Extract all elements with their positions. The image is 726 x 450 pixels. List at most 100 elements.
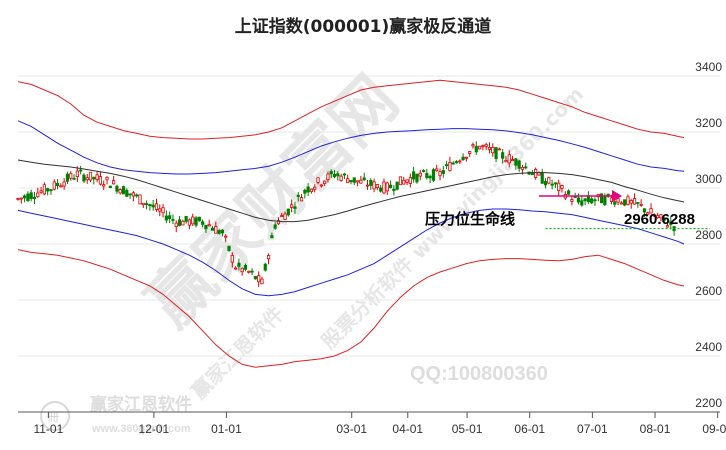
- candle-body: [29, 192, 33, 199]
- candle-body: [217, 230, 221, 234]
- channel-line-2: [17, 159, 685, 223]
- candle-body: [62, 181, 66, 187]
- candle-body: [16, 198, 20, 200]
- candle-body: [319, 184, 323, 187]
- candle-body: [290, 204, 294, 208]
- candle-body: [514, 158, 518, 166]
- candle-body: [576, 197, 581, 203]
- candle-body: [445, 164, 449, 167]
- candle-body: [504, 160, 508, 163]
- candle-body: [336, 173, 340, 177]
- candle-body: [332, 173, 337, 178]
- candle-body: [619, 202, 623, 205]
- candle-body: [82, 174, 86, 182]
- candle-body: [632, 198, 637, 205]
- candle-body: [454, 161, 459, 164]
- candle-body: [42, 184, 46, 195]
- candle-body: [669, 221, 673, 225]
- candle-body: [646, 212, 650, 215]
- grid: [18, 75, 720, 413]
- candle-body: [477, 145, 482, 150]
- candle-body: [510, 159, 515, 162]
- candle-body: [369, 179, 373, 186]
- candle-body: [428, 175, 432, 179]
- candle-body: [230, 255, 234, 263]
- candle-body: [125, 189, 129, 197]
- candle-body: [108, 185, 112, 188]
- candle-body: [95, 174, 99, 180]
- candle-body: [102, 184, 106, 187]
- candle-body: [662, 217, 666, 221]
- candle-body: [346, 178, 350, 184]
- candle-body: [349, 179, 353, 183]
- channel-line-0: [17, 79, 685, 140]
- candle-body: [280, 215, 284, 217]
- candle-body: [494, 147, 498, 159]
- y-tick-label: 2600: [695, 284, 722, 298]
- candle-body: [46, 188, 50, 192]
- candle-body: [164, 215, 168, 221]
- candle-body: [293, 206, 297, 209]
- candle-body: [79, 169, 83, 172]
- annotation-label: 压力位生命线: [425, 210, 515, 228]
- candle-body: [418, 172, 422, 177]
- x-tick-label: 01-01: [211, 422, 242, 436]
- channel-line-4: [17, 249, 685, 368]
- candle-body: [286, 208, 290, 216]
- candle-body: [141, 202, 145, 205]
- candle-body: [171, 219, 175, 221]
- candle-body: [306, 186, 310, 193]
- candle-body: [197, 216, 201, 222]
- candle-body: [652, 214, 656, 217]
- candle-body: [649, 208, 653, 214]
- candle-body: [468, 151, 472, 154]
- candle-body: [131, 192, 135, 197]
- candle-body: [257, 275, 261, 283]
- candle-body: [570, 199, 574, 202]
- candle-body: [375, 184, 379, 189]
- candle-body: [441, 170, 445, 174]
- candle-body: [118, 189, 122, 194]
- x-tick-label: 06-01: [514, 422, 545, 436]
- candle-body: [550, 183, 554, 186]
- candle-body: [355, 180, 360, 183]
- candle-body: [382, 181, 386, 194]
- x-tick-label: 05-01: [452, 422, 483, 436]
- logo: 冊 赢家江恩软件 www.360gann.com: [40, 394, 192, 435]
- candle-body: [593, 199, 597, 202]
- x-tick-label: 07-01: [577, 422, 608, 436]
- candle-body: [388, 184, 393, 189]
- candle-body: [263, 263, 267, 271]
- channel-lines: [17, 79, 710, 368]
- candle-body: [234, 267, 238, 270]
- candle-body: [303, 189, 307, 194]
- candle-body: [214, 226, 218, 234]
- candle-body: [626, 196, 630, 205]
- y-tick-label: 3400: [695, 60, 722, 74]
- candle-body: [415, 173, 419, 183]
- candle-body: [451, 162, 455, 165]
- candle-body: [247, 270, 251, 273]
- candle-body: [191, 216, 195, 225]
- y-axis: 2200 2400 2600 2800 3000 3200 3400: [695, 60, 722, 410]
- x-tick-label: 09-01: [702, 422, 726, 436]
- candle-body: [642, 208, 647, 213]
- candle-body: [458, 160, 462, 163]
- candle-body: [580, 200, 584, 206]
- annotation-value: 2960.6288: [624, 211, 695, 228]
- candle-body: [547, 177, 551, 184]
- candle-body: [201, 221, 205, 225]
- y-tick-label: 3000: [695, 172, 722, 186]
- candle-body: [49, 189, 53, 192]
- candle-body: [174, 222, 178, 228]
- candle-body: [210, 227, 215, 231]
- candle-body: [639, 204, 643, 206]
- resistance-arrow-head: [612, 190, 622, 203]
- candle-body: [372, 181, 376, 190]
- candle-body: [385, 182, 389, 192]
- candle-body: [266, 255, 271, 260]
- candle-body: [323, 180, 327, 184]
- candle-body: [395, 181, 399, 190]
- candle-body: [425, 173, 429, 179]
